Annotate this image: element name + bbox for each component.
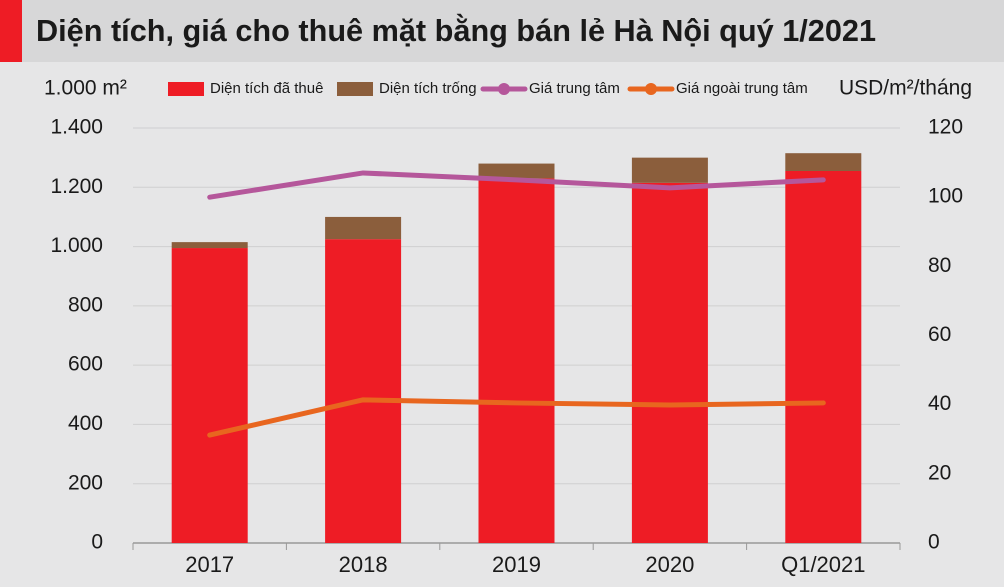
y-tick-label: 800 <box>68 293 103 316</box>
y2-tick-label: 40 <box>928 392 951 415</box>
x-tick-label: Q1/2021 <box>781 552 865 577</box>
y-tick-label: 400 <box>68 412 103 435</box>
y-tick-label: 600 <box>68 353 103 376</box>
y2-tick-label: 0 <box>928 531 940 554</box>
y-tick-label: 1.400 <box>50 116 103 139</box>
legend-label: Diện tích trống <box>379 80 477 97</box>
legend-marker <box>498 83 510 95</box>
y2-tick-label: 80 <box>928 254 951 277</box>
y-tick-label: 1.000 <box>50 234 103 257</box>
x-tick-label: 2018 <box>339 552 388 577</box>
y-tick-label: 200 <box>68 471 103 494</box>
y-axis-label: 1.000 m² <box>44 77 127 100</box>
x-tick-label: 2020 <box>645 552 694 577</box>
chart-title: Diện tích, giá cho thuê mặt bằng bán lẻ … <box>36 12 876 48</box>
y2-tick-label: 20 <box>928 461 951 484</box>
bar <box>171 248 248 543</box>
y-tick-label: 0 <box>91 531 103 554</box>
legend-label: Giá trung tâm <box>529 80 620 97</box>
bar <box>631 182 708 543</box>
bar <box>785 153 862 171</box>
bar <box>478 163 555 179</box>
line <box>207 170 826 200</box>
line <box>207 397 826 438</box>
legend-label: Giá ngoài trung tâm <box>676 80 808 97</box>
bar <box>631 157 708 183</box>
y2-axis-label: USD/m²/tháng <box>839 77 972 100</box>
bar <box>785 170 862 543</box>
y2-tick-label: 100 <box>928 185 963 208</box>
bar <box>325 239 402 544</box>
y2-tick-label: 120 <box>928 116 963 139</box>
bar <box>325 216 402 240</box>
title-bar <box>0 0 1004 62</box>
legend-marker <box>645 83 657 95</box>
legend-label: Diện tích đã thuê <box>210 80 323 97</box>
bar <box>171 242 248 249</box>
legend-swatch <box>337 82 373 96</box>
title-accent <box>0 0 22 62</box>
y-tick-label: 1.200 <box>50 175 103 198</box>
x-tick-label: 2017 <box>185 552 234 577</box>
y2-tick-label: 60 <box>928 323 951 346</box>
bar <box>478 178 555 543</box>
legend-swatch <box>168 82 204 96</box>
x-tick-label: 2019 <box>492 552 541 577</box>
